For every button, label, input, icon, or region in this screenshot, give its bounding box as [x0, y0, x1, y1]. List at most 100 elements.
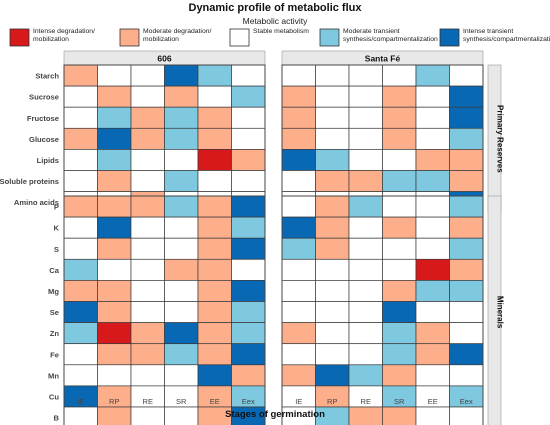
- cell-606-se-rp: [97, 301, 132, 323]
- cell-santa-fe-lipids-ee: [415, 149, 450, 171]
- cell-santa-fe-zn-eex: [449, 322, 484, 345]
- row-label-glucose: Glucose: [29, 135, 59, 144]
- cell-606-fructose-sr: [164, 106, 199, 129]
- cell-santa-fe-k-re: [348, 216, 383, 239]
- panel-606-minerals: [63, 195, 266, 425]
- row-label-k: K: [54, 224, 60, 233]
- cell-santa-fe-lipids-sr: [382, 149, 417, 171]
- cell-santa-fe-fructose-ee: [415, 106, 450, 129]
- cell-606-sucrose-re: [130, 85, 165, 108]
- group-strip-minerals: Minerals: [487, 195, 505, 425]
- cell-santa-fe-sucrose-re: [348, 85, 383, 108]
- row-label-mn: Mn: [48, 371, 59, 380]
- cell-santa-fe-ca-sr: [382, 258, 417, 281]
- legend-item-moderate-transient-synthesis-compartmentalization: Moderate transient synthesis/compartmenta…: [319, 28, 438, 47]
- cell-santa-fe-soluble-proteins-re: [348, 170, 383, 192]
- cell-606-sucrose-sr: [164, 85, 199, 108]
- legend-label: Stable metabolism: [253, 28, 309, 35]
- cell-santa-fe-ca-eex: [449, 258, 484, 281]
- cell-606-zn-ie: [63, 322, 98, 345]
- cell-santa-fe-starch-eex: [449, 64, 484, 87]
- legend-item-moderate-degradation-mobilization: Moderate degradation/mobilization: [119, 28, 212, 47]
- cell-santa-fe-b-re: [348, 406, 383, 425]
- x-axis-label: Stages of germination: [225, 409, 325, 420]
- row-label-se: Se: [50, 308, 59, 317]
- cell-606-b-ie: [63, 406, 98, 425]
- group-strip-primary-reserves: Primary Reserves: [487, 64, 505, 213]
- cell-606-soluble-proteins-ee: [197, 170, 232, 192]
- legend: Intense degradation/mobilization Moderate…: [9, 28, 550, 47]
- stage-label-santa-fe-ie: IE: [295, 397, 302, 406]
- cell-santa-fe-fe-ie: [281, 343, 316, 366]
- cell-606-soluble-proteins-eex: [231, 170, 266, 192]
- cell-606-mg-sr: [164, 280, 199, 302]
- legend-item-intense-degradation-mobilization: Intense degradation/mobilization: [9, 28, 95, 47]
- row-label-starch: Starch: [35, 72, 59, 81]
- cell-santa-fe-fe-ee: [415, 343, 450, 366]
- row-label-s: S: [54, 245, 59, 254]
- cell-606-lipids-ee: [197, 149, 232, 171]
- chart-title: Dynamic profile of metabolic flux: [189, 2, 363, 14]
- legend-swatch: [119, 28, 140, 47]
- cell-santa-fe-k-eex: [449, 216, 484, 239]
- cell-santa-fe-mg-ie: [281, 280, 316, 302]
- cell-606-glucose-sr: [164, 127, 199, 150]
- cell-santa-fe-sucrose-eex: [449, 85, 484, 108]
- row-label-amino-acids: Amino acids: [14, 198, 59, 207]
- cell-santa-fe-mg-eex: [449, 280, 484, 302]
- row-labels: Starch Sucrose Fructose Glucose Lipids Solubl…: [0, 72, 60, 423]
- legend-swatch: [439, 28, 460, 47]
- cell-santa-fe-starch-sr: [382, 64, 417, 87]
- cell-santa-fe-lipids-ie: [281, 149, 316, 171]
- cell-santa-fe-s-ie: [281, 237, 316, 260]
- legend-label: Moderate transient synthesis/compartmenta…: [343, 28, 438, 43]
- cell-santa-fe-s-re: [348, 237, 383, 260]
- cell-606-fe-rp: [97, 343, 132, 366]
- cell-606-starch-rp: [97, 64, 132, 87]
- stage-label-santa-fe-eex: Eex: [460, 397, 473, 406]
- cell-santa-fe-p-sr: [382, 195, 417, 218]
- cell-606-p-ee: [197, 195, 232, 218]
- cell-santa-fe-sucrose-rp: [315, 85, 350, 108]
- cell-606-s-eex: [231, 237, 266, 260]
- cell-606-mn-rp: [97, 364, 132, 387]
- cell-606-k-ie: [63, 216, 98, 239]
- row-label-fe: Fe: [50, 350, 59, 359]
- cell-606-se-ie: [63, 301, 98, 323]
- cell-606-se-re: [130, 301, 165, 323]
- cell-santa-fe-soluble-proteins-ee: [415, 170, 450, 192]
- cell-606-sucrose-eex: [231, 85, 266, 108]
- cell-santa-fe-mn-sr: [382, 364, 417, 387]
- stage-label-606-ie: IE: [77, 397, 84, 406]
- cell-606-starch-ee: [197, 64, 232, 87]
- legend-label: Moderate degradation/mobilization: [143, 28, 212, 43]
- cell-606-k-re: [130, 216, 165, 239]
- cell-606-s-re: [130, 237, 165, 260]
- cell-606-fructose-ee: [197, 106, 232, 129]
- cell-santa-fe-se-re: [348, 301, 383, 323]
- stage-label-606-rp: RP: [109, 397, 119, 406]
- cell-santa-fe-mn-ee: [415, 364, 450, 387]
- cell-606-ca-ee: [197, 258, 232, 281]
- cell-606-s-rp: [97, 237, 132, 260]
- cell-606-p-sr: [164, 195, 199, 218]
- stage-label-606-eex: Eex: [242, 397, 255, 406]
- cell-santa-fe-ca-rp: [315, 258, 350, 281]
- cell-santa-fe-se-rp: [315, 301, 350, 323]
- legend-title: Metabolic activity: [243, 16, 308, 26]
- cell-606-k-ee: [197, 216, 232, 239]
- cell-santa-fe-p-ee: [415, 195, 450, 218]
- row-label-zn: Zn: [50, 329, 60, 338]
- cell-606-mn-re: [130, 364, 165, 387]
- cell-santa-fe-starch-ie: [281, 64, 316, 87]
- cell-santa-fe-fructose-re: [348, 106, 383, 129]
- cell-santa-fe-zn-rp: [315, 322, 350, 345]
- cell-santa-fe-soluble-proteins-rp: [315, 170, 350, 192]
- cell-606-soluble-proteins-ie: [63, 170, 98, 192]
- stage-labels: IE RP RE SR EE Eex IE RP RE SR EE Eex: [77, 397, 473, 406]
- cell-606-mg-ie: [63, 280, 98, 302]
- cell-606-p-rp: [97, 195, 132, 218]
- cell-santa-fe-b-sr: [382, 406, 417, 425]
- cell-santa-fe-fructose-sr: [382, 106, 417, 129]
- cell-606-zn-re: [130, 322, 165, 345]
